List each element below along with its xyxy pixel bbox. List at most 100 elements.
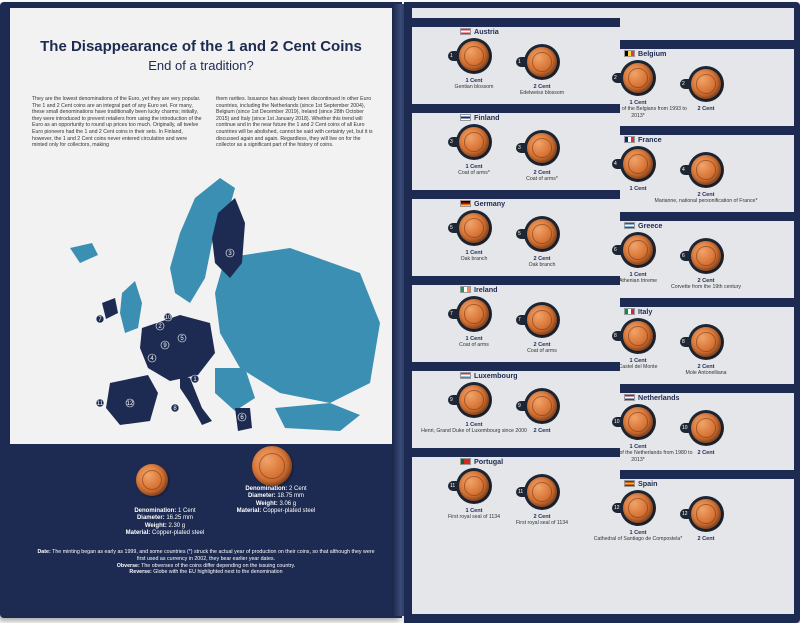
country-header-band [412, 448, 620, 457]
coin-slot-2-cent[interactable]: 5 [516, 216, 560, 252]
coin-slot-2-cent[interactable]: 2 [680, 66, 724, 102]
flag-icon [460, 286, 471, 293]
svg-text:1: 1 [193, 377, 197, 383]
coin-slot-1-cent[interactable]: 3 [448, 124, 492, 160]
country-name: Italy [638, 307, 653, 316]
coin-caption: 1 Cent Coat of arms* [419, 164, 529, 177]
coin-slot-2-cent[interactable]: 6 [680, 238, 724, 274]
map-scandinavia [170, 178, 235, 303]
map-marker-9: 9 [160, 340, 170, 350]
coin-slot-2-cent[interactable]: 10 [680, 410, 724, 446]
country-panel-italy: Italy 8 1 Cent Castel del Monte 8 2 Cent Mole … [412, 298, 794, 384]
coin-slot-1-cent[interactable]: 12 [612, 490, 656, 526]
country-name: Ireland [474, 285, 498, 294]
coin-slot-1-cent[interactable]: 4 [612, 146, 656, 182]
country-header-band [620, 298, 794, 307]
coin-image [623, 493, 653, 523]
coin-description: Edelweiss blossom [519, 90, 565, 97]
coin-image [527, 305, 557, 335]
country-header-band [620, 384, 794, 393]
coin-description: First royal seal of 1134 [447, 514, 501, 521]
coin-image [691, 241, 721, 271]
coin-caption: 2 Cent Corvette from the 19th century [651, 278, 761, 291]
coin-slot-1-cent[interactable]: 7 [448, 296, 492, 332]
coin-caption: 1 Cent Beatrix, Queen of the Netherlands … [583, 444, 693, 463]
country-panel-finland: Finland 3 1 Cent Coat of arms* 3 2 Cent Coat o… [412, 104, 794, 190]
coin-notes: Date: The minting began as early as 1999… [37, 549, 375, 576]
coin-slot-1-cent[interactable]: 11 [448, 468, 492, 504]
page-title: The Disappearance of the 1 and 2 Cent Co… [40, 38, 362, 55]
flag-icon [460, 114, 471, 121]
country-header-band [620, 126, 794, 135]
slot-number-tag: 7 [448, 309, 464, 319]
flag-icon [624, 308, 635, 315]
coin-slot-2-cent[interactable]: 9 [516, 388, 560, 424]
slot-number-tag: 10 [612, 417, 628, 427]
country-panel-belgium: Belgium 2 1 Cent Albert II, King of the Bel… [412, 40, 794, 126]
coin-denomination-label: 1 Cent [465, 78, 483, 84]
coin-denomination-label: 1 Cent [629, 358, 647, 364]
slot-number-tag: 2 [680, 79, 696, 89]
coin-2-cent-reverse-image [252, 446, 292, 486]
country-name: Austria [474, 27, 499, 36]
slot-number-tag: 1 [448, 51, 464, 61]
coin-caption: 1 Cent Athenian trireme [583, 272, 693, 285]
flag-icon [624, 50, 635, 57]
coin-slot-2-cent[interactable]: 12 [680, 496, 724, 532]
svg-text:10: 10 [165, 315, 172, 321]
coin-caption: 2 Cent [651, 450, 761, 456]
coin-denomination-label: 2 Cent [697, 450, 715, 456]
coin-slot-1-cent[interactable]: 10 [612, 404, 656, 440]
coin-caption: 2 Cent Coat of arms* [487, 170, 597, 183]
map-central-euro [140, 315, 215, 381]
country-header-band [620, 212, 794, 221]
coin-denomination-label: 2 Cent [697, 364, 715, 370]
info-page: The Disappearance of the 1 and 2 Cent Co… [10, 8, 392, 610]
svg-text:9: 9 [163, 343, 167, 349]
country-panel-germany: Germany 5 1 Cent Oak branch 5 2 Cent Oak branc… [412, 190, 794, 276]
svg-text:4: 4 [150, 356, 154, 362]
page-subtitle: End of a tradition? [148, 58, 254, 73]
country-label: France [624, 135, 662, 144]
country-label: Portugal [460, 457, 503, 466]
coin-slot-1-cent[interactable]: 1 [448, 38, 492, 74]
coin-caption: 2 Cent [487, 428, 597, 434]
coin-slot-1-cent[interactable]: 8 [612, 318, 656, 354]
intro-text-column-2: them rarities. Issuance has already been… [216, 96, 373, 149]
slot-number-tag: 7 [516, 315, 532, 325]
coin-slot-1-cent[interactable]: 2 [612, 60, 656, 96]
coin-slot-1-cent[interactable]: 5 [448, 210, 492, 246]
slot-number-tag: 2 [612, 73, 628, 83]
coin-slot-2-cent[interactable]: 8 [680, 324, 724, 360]
coin-slot-2-cent[interactable]: 4 [680, 152, 724, 188]
map-marker-11: 11 [95, 398, 105, 408]
coin-slot-2-cent[interactable]: 7 [516, 302, 560, 338]
slot-number-tag: 9 [516, 401, 532, 411]
coin-image [527, 219, 557, 249]
flag-icon [460, 458, 471, 465]
country-panel-ireland: Ireland 7 1 Cent Coat of arms 7 2 Cent Coat of… [412, 276, 794, 362]
coin-slot-2-cent[interactable]: 3 [516, 130, 560, 166]
coin-slot-1-cent[interactable]: 6 [612, 232, 656, 268]
coin-image [691, 327, 721, 357]
slot-number-tag: 6 [680, 251, 696, 261]
slot-number-tag: 1 [516, 57, 532, 67]
coin-slot-2-cent[interactable]: 1 [516, 44, 560, 80]
coin-description: Beatrix, Queen of the Netherlands from 1… [583, 450, 693, 463]
country-name: Luxembourg [474, 371, 518, 380]
country-header-band [412, 18, 620, 27]
country-name: Greece [638, 221, 663, 230]
coin-image [527, 133, 557, 163]
coin-slot-2-cent[interactable]: 11 [516, 474, 560, 510]
svg-text:12: 12 [127, 401, 134, 407]
europe-map: 1 2 3 4 5 6 7 8 9 10 11 12 [70, 178, 380, 431]
country-label: Greece [624, 221, 662, 230]
coin-slot-1-cent[interactable]: 9 [448, 382, 492, 418]
coin-caption: 1 Cent First royal seal of 1134 [419, 508, 529, 521]
country-label: Netherlands [624, 393, 680, 402]
country-name: Finland [474, 113, 500, 122]
flag-icon [624, 480, 635, 487]
coin-image [691, 155, 721, 185]
coin-denomination-label: 1 Cent [629, 100, 647, 106]
